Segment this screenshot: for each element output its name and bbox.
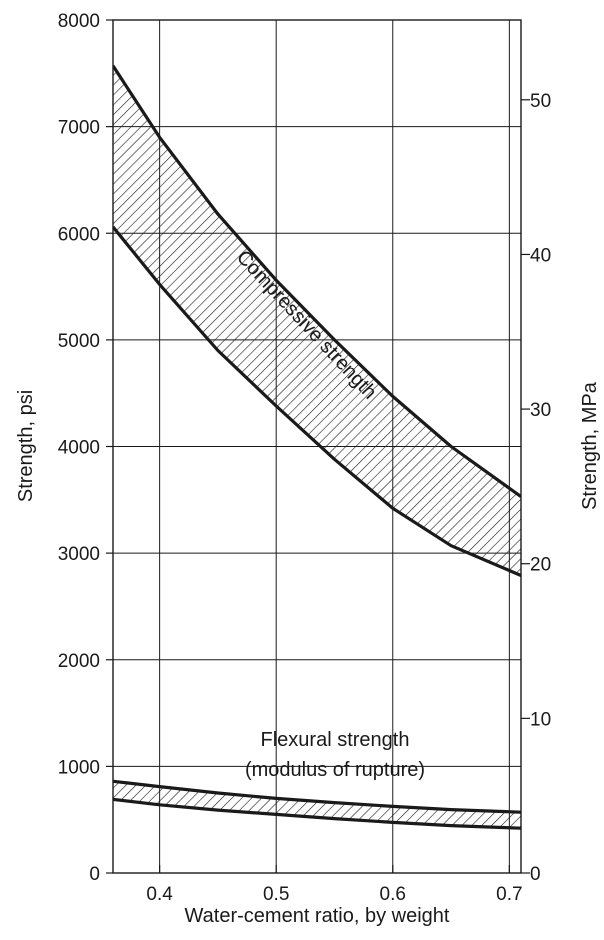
y2-tick-label: 20 (530, 555, 551, 576)
y2-axis-title: Strength, MPa (579, 381, 601, 510)
compressive-lower-curve (113, 225, 521, 577)
y-tick-label: 8000 (58, 11, 100, 32)
x-tick-label: 0.4 (146, 884, 173, 905)
y2-tick-label: 0 (530, 864, 541, 885)
y-tick-label: 5000 (58, 331, 100, 352)
axis-ticks: 0.4 0.5 0.6 0.7 0 1000 2000 3000 4000 5000 6000 700… (58, 11, 551, 905)
y-tick-label: 1000 (58, 757, 100, 778)
y-tick-label: 3000 (58, 544, 100, 565)
y-tick-label: 0 (89, 864, 100, 885)
y2-tick-label: 30 (530, 400, 551, 421)
x-tick-label: 0.7 (496, 884, 522, 905)
data-bands (113, 64, 521, 830)
compressive-upper-curve (113, 64, 521, 498)
y-tick-label: 7000 (58, 118, 100, 139)
y-tick-label: 4000 (58, 438, 100, 459)
flexural-strength-sublabel: (modulus of rupture) (245, 759, 425, 781)
compressive-band (113, 65, 521, 576)
y-axis-title: Strength, psi (15, 390, 37, 502)
y-tick-label: 2000 (58, 651, 100, 672)
y-tick-label: 6000 (58, 224, 100, 245)
y2-tick-label: 50 (530, 91, 551, 112)
x-tick-label: 0.6 (380, 884, 406, 905)
y2-tick-label: 10 (530, 709, 551, 730)
x-tick-label: 0.5 (263, 884, 289, 905)
y2-tick-label: 40 (530, 245, 551, 266)
flexural-upper-curve (113, 779, 521, 814)
x-axis-title: Water-cement ratio, by weight (185, 905, 450, 927)
flexural-lower-curve (113, 797, 521, 830)
flexural-strength-label: Flexural strength (261, 729, 410, 751)
